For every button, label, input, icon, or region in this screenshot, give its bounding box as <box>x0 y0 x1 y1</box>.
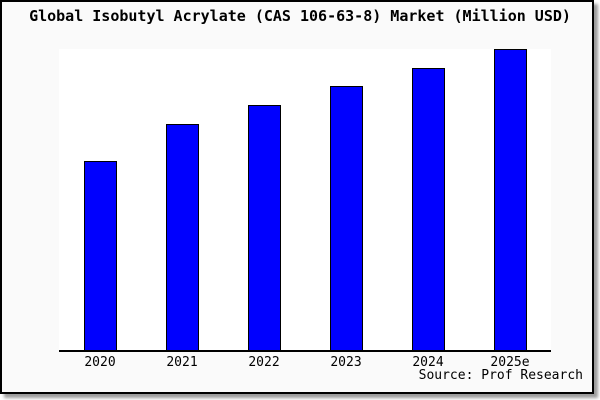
bar-2025e <box>493 49 527 350</box>
source-note: Source: Prof Research <box>418 368 583 383</box>
chart-title: Global Isobutyl Acrylate (CAS 106-63-8) … <box>29 7 571 25</box>
bar-2020 <box>83 161 117 350</box>
x-tick-label-2023: 2023 <box>330 355 362 370</box>
x-tick-label-2020: 2020 <box>84 355 116 370</box>
bar-2024 <box>411 68 445 350</box>
x-tick-label-2024: 2024 <box>412 355 444 370</box>
plot-area <box>59 49 551 352</box>
bar-2021 <box>165 124 199 350</box>
x-tick-label-2021: 2021 <box>166 355 198 370</box>
x-axis-labels: 2020 2021 2022 2023 2024 2025e <box>0 355 600 371</box>
x-tick-label-2022: 2022 <box>248 355 280 370</box>
bar-2023 <box>329 86 363 350</box>
bar-2022 <box>247 105 281 350</box>
x-tick-label-2025e: 2025e <box>490 355 530 370</box>
